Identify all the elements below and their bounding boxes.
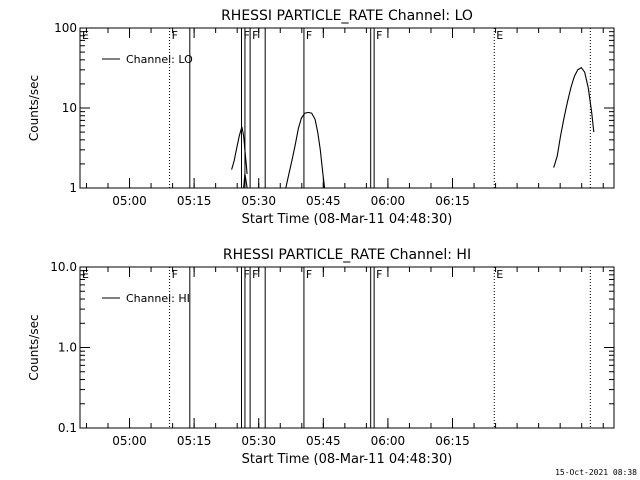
- x-tick-label: 05:15: [177, 434, 212, 448]
- legend-label: Channel: HI: [126, 292, 190, 305]
- x-tick-label: 05:30: [241, 434, 276, 448]
- x-tick-label: 06:00: [371, 194, 406, 208]
- x-tick-label: 05:30: [241, 194, 276, 208]
- x-tick-label: 06:00: [371, 434, 406, 448]
- x-tick-label: 06:15: [435, 434, 470, 448]
- event-marker-label: E: [496, 268, 503, 281]
- chart-panel-2: RHESSI PARTICLE_RATE Channel: HI Counts/s…: [27, 247, 615, 467]
- event-marker-label: E: [82, 29, 89, 42]
- legend-label: Channel: LO: [126, 53, 193, 66]
- x-tick-label: 06:15: [435, 194, 470, 208]
- data-line-segment: [553, 66, 595, 168]
- y-tick-label: 1.0: [58, 341, 77, 355]
- event-marker-label: E: [496, 29, 503, 42]
- x-tick-label: 05:15: [177, 194, 212, 208]
- chart-panel-1: RHESSI PARTICLE_RATE Channel: LO Counts/s…: [27, 8, 615, 227]
- event-marker-label: F: [243, 29, 249, 42]
- event-marker-label: F: [252, 29, 258, 42]
- event-marker-label: F: [252, 268, 258, 281]
- x-axis-label: Start Time (08-Mar-11 04:48:30): [242, 212, 453, 227]
- plot-frame: [79, 27, 615, 189]
- event-marker-label: F: [376, 268, 382, 281]
- event-marker-label: F: [172, 268, 178, 281]
- y-tick-label: 0.1: [58, 421, 77, 435]
- event-marker-label: E: [82, 268, 89, 281]
- x-tick-label: 05:00: [112, 434, 147, 448]
- event-marker-label: F: [172, 29, 178, 42]
- y-tick-label: 100: [54, 21, 77, 35]
- y-axis-label: Counts/sec: [27, 75, 41, 141]
- data-line-segment: [285, 111, 326, 189]
- x-tick-label: 05:00: [112, 194, 147, 208]
- data-line-segment: [231, 126, 248, 174]
- x-tick-label: 05:45: [306, 434, 341, 448]
- event-marker-label: F: [306, 29, 312, 42]
- y-tick-label: 10.0: [50, 260, 77, 274]
- x-tick-label: 05:45: [306, 194, 341, 208]
- data-line-segment: [243, 173, 248, 189]
- y-tick-label: 10: [62, 101, 77, 115]
- y-axis-label: Counts/sec: [27, 314, 41, 380]
- chart-title: RHESSI PARTICLE_RATE Channel: HI: [223, 247, 471, 263]
- footer-timestamp: 15-Oct-2021 08:38: [555, 468, 637, 477]
- chart-title: RHESSI PARTICLE_RATE Channel: LO: [221, 8, 473, 24]
- event-marker-label: F: [376, 29, 382, 42]
- x-axis-label: Start Time (08-Mar-11 04:48:30): [242, 452, 453, 467]
- y-tick-label: 1: [69, 181, 77, 195]
- event-marker-label: F: [306, 268, 312, 281]
- event-marker-label: F: [243, 268, 249, 281]
